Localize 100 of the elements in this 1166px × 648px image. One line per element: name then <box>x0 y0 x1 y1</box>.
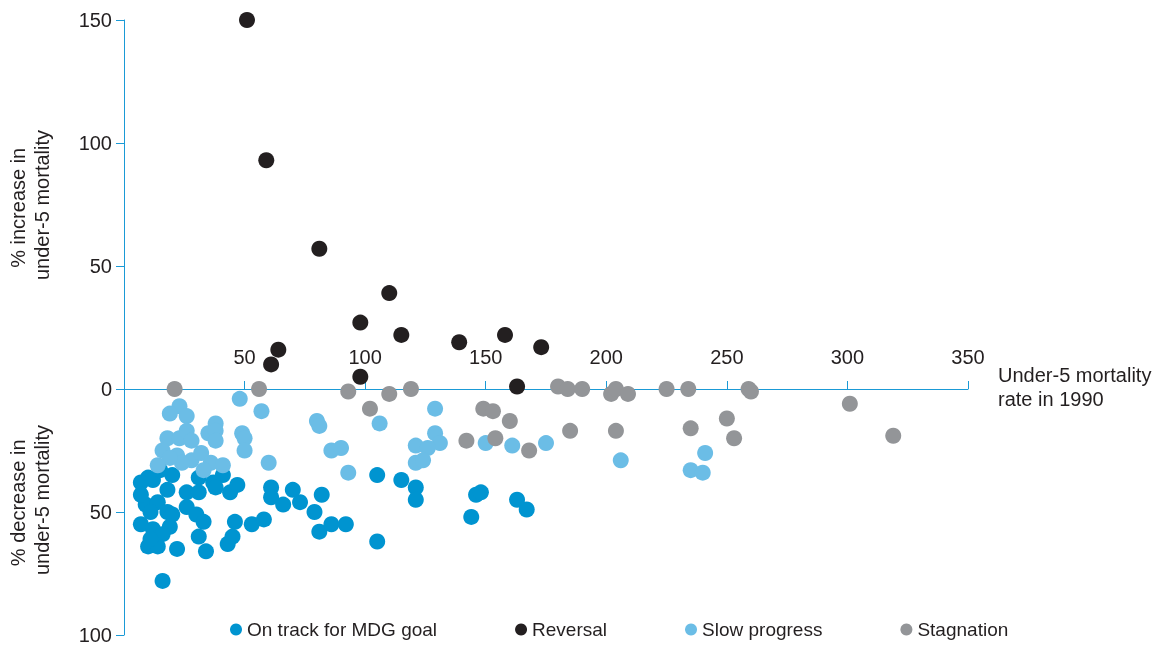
point <box>154 572 171 589</box>
point <box>427 400 444 417</box>
point <box>270 341 287 358</box>
point <box>251 381 268 397</box>
point <box>718 410 735 427</box>
legend-label: Slow progress <box>702 619 823 640</box>
point <box>229 476 246 493</box>
point <box>195 462 212 479</box>
point <box>253 403 270 420</box>
point <box>226 513 243 530</box>
point <box>680 381 697 397</box>
point <box>311 417 328 434</box>
point <box>159 481 176 498</box>
point <box>841 395 858 412</box>
point <box>697 444 714 461</box>
point <box>198 543 214 560</box>
point <box>311 240 328 257</box>
point <box>255 511 272 528</box>
point <box>451 334 468 351</box>
point <box>313 486 330 503</box>
point <box>178 408 195 425</box>
point <box>431 435 448 452</box>
point <box>487 430 504 447</box>
point <box>533 339 550 356</box>
point <box>885 427 902 444</box>
text: % decrease in under-5 mortality <box>7 424 53 576</box>
point <box>682 420 699 437</box>
point <box>407 491 424 508</box>
point <box>337 516 354 533</box>
y-axis-title: % increase in under-5 mortality <box>7 129 53 281</box>
point <box>169 540 186 557</box>
x-tick-label: 50 <box>233 346 256 368</box>
point <box>369 533 386 550</box>
point <box>574 381 591 397</box>
y-tick-label: 50 <box>89 255 112 277</box>
x-tick-label: 200 <box>589 346 623 368</box>
point <box>419 440 436 457</box>
point <box>258 152 275 169</box>
point <box>161 405 178 422</box>
y-tick-label: 150 <box>78 9 112 31</box>
x-tick-label: 350 <box>951 346 985 368</box>
point <box>340 464 357 481</box>
point <box>166 381 183 397</box>
point <box>190 484 207 501</box>
x-axis-title: Under-5 mortality rate in 1990 <box>998 364 1157 410</box>
point <box>361 400 378 417</box>
x-tick-label: 300 <box>830 346 865 368</box>
point <box>518 501 535 518</box>
point <box>501 412 518 429</box>
point <box>562 422 579 439</box>
point <box>658 381 675 397</box>
point <box>458 432 475 449</box>
point <box>620 385 636 402</box>
point <box>149 457 166 474</box>
point <box>333 440 350 457</box>
point <box>260 454 277 471</box>
y-tick-label: 100 <box>78 624 112 646</box>
point <box>484 403 501 420</box>
point <box>306 504 323 520</box>
point <box>463 508 480 525</box>
point <box>612 452 629 469</box>
point <box>263 356 280 373</box>
point <box>183 432 200 449</box>
point <box>195 513 212 530</box>
point <box>275 496 292 513</box>
point <box>284 481 301 498</box>
legend-label: On track for MDG goal <box>247 619 438 640</box>
y-tick-label: 0 <box>100 378 112 400</box>
legend-label: Stagnation <box>917 619 1009 640</box>
point <box>371 415 388 432</box>
point <box>323 516 340 533</box>
point <box>224 528 241 545</box>
point <box>393 326 410 343</box>
y-tick-label: 50 <box>89 501 112 523</box>
point <box>381 285 398 302</box>
point <box>193 444 210 461</box>
point <box>190 528 207 545</box>
point <box>292 494 309 511</box>
point <box>340 383 357 400</box>
legend-label: Reversal <box>532 619 608 640</box>
point <box>369 467 386 484</box>
point <box>173 454 190 471</box>
x-tick-label: 100 <box>348 346 382 368</box>
point <box>239 12 255 28</box>
point <box>509 491 526 508</box>
point <box>497 326 514 343</box>
point <box>381 385 398 402</box>
point <box>311 523 328 540</box>
point <box>694 464 711 481</box>
point <box>521 442 538 459</box>
point <box>504 437 521 454</box>
point <box>415 452 432 469</box>
point <box>352 314 369 331</box>
point <box>509 378 526 395</box>
point <box>607 422 624 439</box>
point <box>243 516 260 533</box>
x-tick-label: 150 <box>469 346 503 368</box>
point <box>132 486 149 503</box>
point <box>214 457 231 474</box>
point <box>236 442 253 459</box>
